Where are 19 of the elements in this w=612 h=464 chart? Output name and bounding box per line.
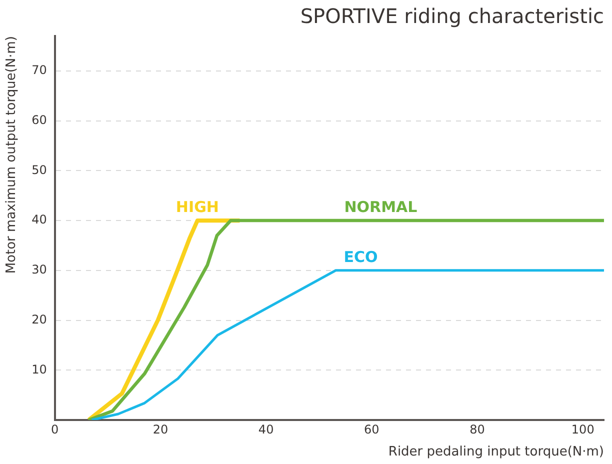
y-tick-label: 40 bbox=[32, 212, 47, 227]
y-tick-label: 10 bbox=[32, 362, 47, 376]
x-tick-label: 20 bbox=[152, 422, 168, 436]
x-tick-label: 80 bbox=[470, 422, 485, 436]
x-tick-label: 0 bbox=[51, 422, 59, 436]
y-tick-label: 30 bbox=[32, 262, 47, 277]
series-label: HIGH bbox=[176, 198, 219, 216]
y-tick-label: 60 bbox=[32, 112, 47, 127]
y-tick-label: 70 bbox=[32, 63, 47, 78]
y-tick-label: 20 bbox=[32, 312, 47, 326]
y-axis-title: Motor maximum output torque(N·m) bbox=[4, 36, 20, 274]
series-label: ECO bbox=[344, 248, 378, 266]
x-tick-label: 60 bbox=[364, 422, 380, 436]
chart-title: SPORTIVE riding characteristic bbox=[300, 4, 604, 28]
y-tick-label: 50 bbox=[32, 162, 47, 177]
x-axis-title: Rider pedaling input torque(N·m) bbox=[388, 444, 604, 460]
series-label: NORMAL bbox=[344, 198, 418, 216]
x-tick-label: 40 bbox=[258, 422, 274, 436]
x-tick-label: 100 bbox=[571, 422, 594, 436]
